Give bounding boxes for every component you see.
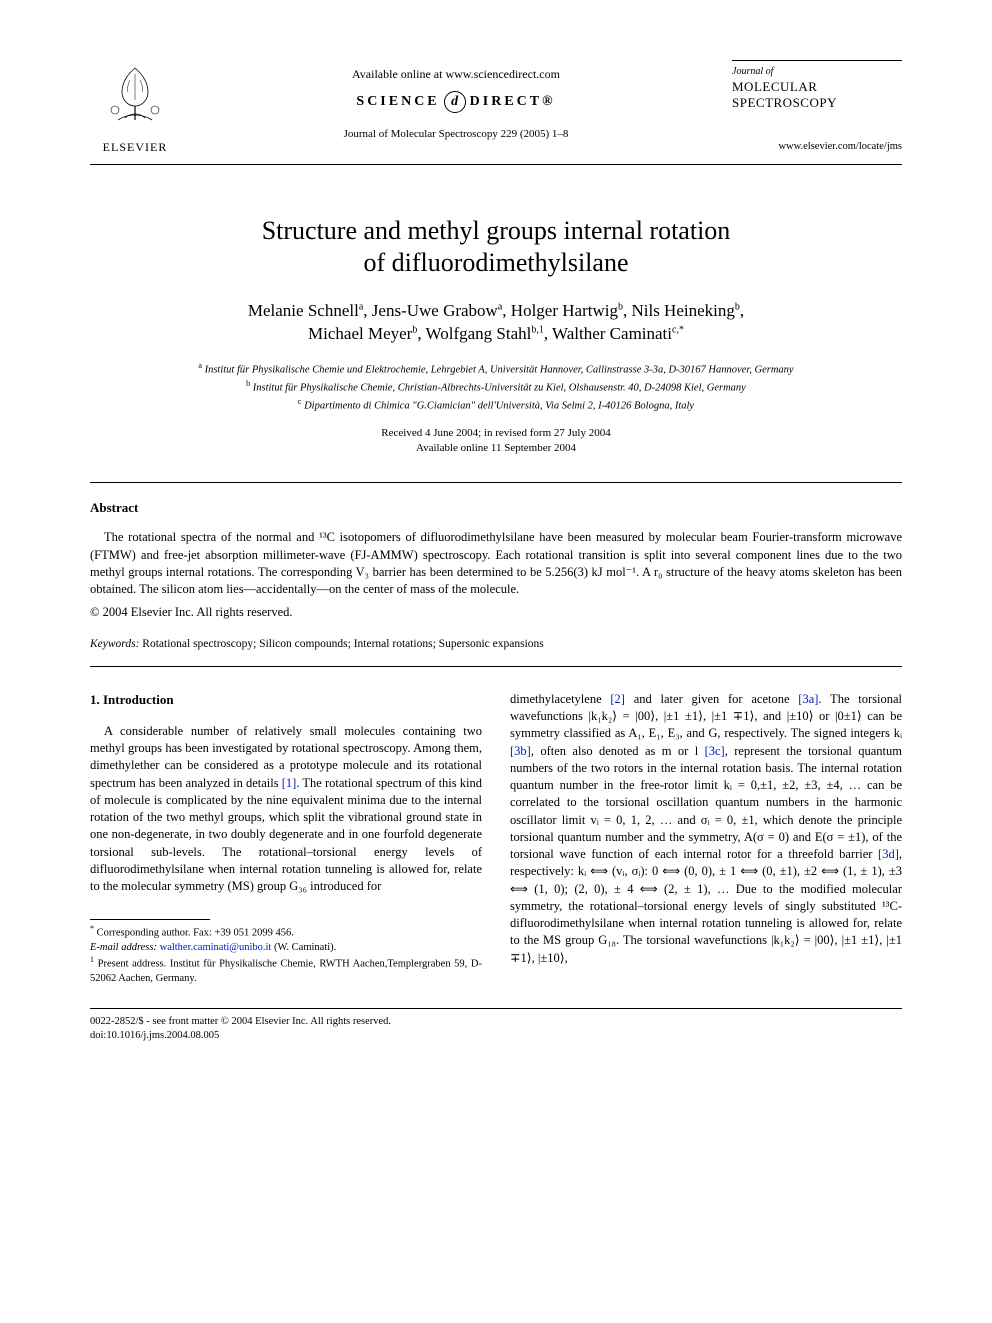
- author-7: , Walther Caminati: [544, 324, 672, 343]
- column-left: 1. Introduction A considerable number of…: [90, 691, 482, 986]
- author-list: Melanie Schnella, Jens-Uwe Grabowa, Holg…: [130, 300, 862, 346]
- affiliation-list: a Institut für Physikalische Chemie und …: [90, 360, 902, 415]
- abstract-top-rule: [90, 482, 902, 483]
- fn-email-label: E-mail address:: [90, 942, 157, 953]
- fn-corr-text: Corresponding author. Fax: +39 051 2099 …: [94, 928, 294, 939]
- fn-email-address[interactable]: walther.caminati@unibo.it: [160, 942, 272, 953]
- publisher-name: ELSEVIER: [90, 139, 180, 156]
- journal-name-line1: MOLECULAR: [732, 79, 902, 95]
- journal-of-label: Journal of: [732, 65, 902, 79]
- intro-text-1b: . The rotational spectrum of this kind o…: [90, 776, 482, 894]
- available-online-text: Available online at www.sciencedirect.co…: [180, 66, 732, 83]
- title-line1: Structure and methyl groups internal rot…: [262, 216, 731, 245]
- journal-reference: Journal of Molecular Spectroscopy 229 (2…: [180, 127, 732, 142]
- journal-brand-block: Journal of MOLECULAR SPECTROSCOPY www.el…: [732, 60, 902, 155]
- title-line2: of difluorodimethylsilane: [363, 248, 628, 277]
- column-right: dimethylacetylene [2] and later given fo…: [510, 691, 902, 986]
- footnote-email: E-mail address: walther.caminati@unibo.i…: [90, 941, 482, 955]
- col2-text-a: dimethylacetylene: [510, 692, 610, 706]
- footer-line1: 0022-2852/$ - see front matter © 2004 El…: [90, 1015, 902, 1029]
- keywords-label: Keywords:: [90, 638, 139, 650]
- affiliation-c: c Dipartimento di Chimica "G.Ciamician" …: [90, 396, 902, 414]
- author-2: , Jens-Uwe Grabow: [363, 301, 498, 320]
- body-columns: 1. Introduction A considerable number of…: [90, 691, 902, 986]
- abstract-paragraph: The rotational spectra of the normal and…: [90, 529, 902, 598]
- author-4-comma: ,: [740, 301, 744, 320]
- author-3: , Holger Hartwig: [502, 301, 618, 320]
- col2-text-d: , often also denoted as m or l: [531, 744, 705, 758]
- aff-c-text: Dipartimento di Chimica "G.Ciamician" de…: [301, 401, 694, 412]
- ref-3c[interactable]: [3c]: [705, 744, 725, 758]
- aff-b-text: Institut für Physikalische Chemie, Chris…: [250, 383, 746, 394]
- col2-text-e: , represent the torsional quantum number…: [510, 744, 902, 862]
- sciencedirect-logo: SCIENCE d DIRECT®: [180, 91, 732, 113]
- abstract-heading: Abstract: [90, 499, 902, 517]
- affiliation-a: a Institut für Physikalische Chemie und …: [90, 360, 902, 378]
- abstract-bottom-rule: [90, 666, 902, 667]
- col2-text-b: and later given for acetone: [625, 692, 798, 706]
- ref-3a[interactable]: [3a]: [798, 692, 818, 706]
- page-header: ELSEVIER Available online at www.science…: [90, 60, 902, 156]
- footnotes: * Corresponding author. Fax: +39 051 209…: [90, 924, 482, 986]
- author-1: Melanie Schnell: [248, 301, 359, 320]
- copyright-line: © 2004 Elsevier Inc. All rights reserved…: [90, 604, 902, 622]
- author-5: Michael Meyer: [308, 324, 412, 343]
- footnote-1: 1 Present address. Institut für Physikal…: [90, 955, 482, 986]
- ref-3d[interactable]: [3d]: [878, 847, 899, 861]
- footnote-rule: [90, 919, 210, 920]
- online-date: Available online 11 September 2004: [90, 441, 902, 456]
- publisher-logo: ELSEVIER: [90, 60, 180, 156]
- fn-email-tail: (W. Caminati).: [271, 942, 336, 953]
- elsevier-tree-icon: [100, 60, 170, 130]
- fn1-text: Present address. Institut für Physikalis…: [90, 959, 482, 984]
- footer-line2: doi:10.1016/j.jms.2004.08.005: [90, 1029, 902, 1043]
- abstract-body: The rotational spectra of the normal and…: [90, 529, 902, 598]
- ref-2[interactable]: [2]: [610, 692, 625, 706]
- intro-para-1: A considerable number of relatively smal…: [90, 723, 482, 896]
- affiliation-b: b Institut für Physikalische Chemie, Chr…: [90, 378, 902, 396]
- aff-a-text: Institut für Physikalische Chemie und El…: [202, 364, 794, 375]
- header-rule: [90, 164, 902, 165]
- section-heading-intro: 1. Introduction: [90, 691, 482, 709]
- keywords-line: Keywords: Rotational spectroscopy; Silic…: [90, 636, 902, 652]
- article-title: Structure and methyl groups internal rot…: [150, 215, 842, 280]
- sd-text-right: DIRECT®: [470, 92, 556, 112]
- page-footer: 0022-2852/$ - see front matter © 2004 El…: [90, 1015, 902, 1043]
- author-6: , Wolfgang Stahl: [417, 324, 531, 343]
- intro-para-1-cont: dimethylacetylene [2] and later given fo…: [510, 691, 902, 967]
- ref-1[interactable]: [1]: [282, 776, 297, 790]
- author-6-aff: b,1: [531, 324, 544, 335]
- sciencedirect-icon: d: [444, 91, 466, 113]
- article-dates: Received 4 June 2004; in revised form 27…: [90, 426, 902, 456]
- header-center: Available online at www.sciencedirect.co…: [180, 60, 732, 142]
- footer-rule: [90, 1008, 902, 1009]
- locate-url: www.elsevier.com/locate/jms: [732, 140, 902, 155]
- footnote-corresponding: * Corresponding author. Fax: +39 051 209…: [90, 924, 482, 941]
- journal-name-line2: SPECTROSCOPY: [732, 95, 902, 111]
- author-7-aff: c,*: [672, 324, 684, 335]
- author-4: , Nils Heineking: [623, 301, 735, 320]
- sd-text-left: SCIENCE: [356, 92, 439, 112]
- keywords-body: Rotational spectroscopy; Silicon compoun…: [139, 638, 543, 650]
- ref-3b[interactable]: [3b]: [510, 744, 531, 758]
- received-date: Received 4 June 2004; in revised form 27…: [90, 426, 902, 441]
- col2-text-f: , respectively: kᵢ ⟺ (vᵢ, σᵢ): 0 ⟺ (0, 0…: [510, 847, 902, 965]
